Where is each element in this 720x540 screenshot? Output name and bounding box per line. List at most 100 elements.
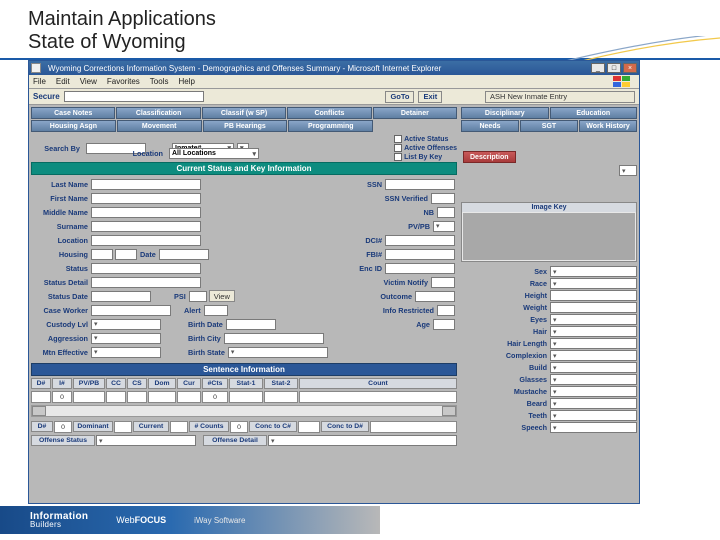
right-pane: Disciplinary Education Needs SGT Work Hi… [459, 105, 639, 503]
tab-sgt[interactable]: SGT [520, 120, 578, 132]
outcome-input[interactable] [415, 291, 455, 302]
menu-edit[interactable]: Edit [56, 77, 70, 86]
menu-favorites[interactable]: Favorites [107, 77, 140, 86]
tab-education[interactable]: Education [550, 107, 638, 119]
grid1-data-row[interactable]: 00 [31, 391, 457, 403]
view-button[interactable]: View [209, 290, 235, 302]
beard-select[interactable]: ▾ [550, 398, 637, 409]
brand-information-builders: InformationBuilders [30, 511, 88, 529]
chk-active-status[interactable] [394, 135, 402, 143]
counts-cell[interactable]: 0 [230, 421, 248, 433]
titlebar: Wyoming Corrections Information System -… [29, 61, 639, 75]
band-current-status: Current Status and Key Information [31, 162, 457, 175]
weight-input[interactable] [550, 302, 637, 313]
location-label: Location [122, 149, 166, 158]
psi-input[interactable] [189, 291, 207, 302]
tab-pb-hearings[interactable]: PB Hearings [203, 120, 288, 132]
mtn-select[interactable]: ▾ [91, 347, 161, 358]
goto-button[interactable]: GoTo [385, 91, 414, 103]
maximize-button[interactable]: □ [607, 63, 621, 73]
window-title: Wyoming Corrections Information System -… [44, 64, 589, 73]
offense-status-select[interactable]: ▾ [96, 435, 196, 446]
birthdate-input[interactable] [226, 319, 276, 330]
windows-flag-icon [613, 76, 631, 88]
menu-tools[interactable]: Tools [150, 77, 169, 86]
offense-detail-select[interactable]: ▾ [268, 435, 457, 446]
chk-list-by-key[interactable] [394, 153, 402, 161]
chk-active-offenses[interactable] [394, 144, 402, 152]
ssn-input[interactable] [385, 179, 455, 190]
mustache-select[interactable]: ▾ [550, 386, 637, 397]
pvpb-select[interactable]: ▾ [433, 221, 455, 232]
middle-name-input[interactable] [91, 207, 201, 218]
encid-input[interactable] [385, 263, 455, 274]
dominant-cell[interactable] [114, 421, 132, 433]
exit-button[interactable]: Exit [418, 91, 442, 103]
race-select[interactable]: ▾ [550, 278, 637, 289]
tab-detainer[interactable]: Detainer [373, 107, 457, 119]
ssn-verified-input[interactable] [431, 193, 455, 204]
status-date-input[interactable] [91, 291, 151, 302]
hairlength-select[interactable]: ▾ [550, 338, 637, 349]
tab-conflicts[interactable]: Conflicts [287, 107, 371, 119]
conc-d-cell[interactable] [370, 421, 457, 433]
height-input[interactable] [550, 290, 637, 301]
footer-brand-band: InformationBuilders WebFOCUS iWay Softwa… [0, 506, 380, 534]
location-select[interactable]: All Locations▾ [169, 148, 259, 159]
fbi-input[interactable] [385, 249, 455, 260]
sex-select[interactable]: ▾ [550, 266, 637, 277]
first-name-input[interactable] [91, 193, 201, 204]
eyes-select[interactable]: ▾ [550, 314, 637, 325]
info-restricted-input[interactable] [437, 305, 455, 316]
aggression-select[interactable]: ▾ [91, 333, 161, 344]
surname-input[interactable] [91, 221, 201, 232]
desc-dropdown[interactable]: ▾ [619, 165, 637, 176]
tab-case-notes[interactable]: Case Notes [31, 107, 115, 119]
nb-input[interactable] [437, 207, 455, 218]
age-input[interactable] [433, 319, 455, 330]
victim-input[interactable] [431, 277, 455, 288]
current-cell[interactable] [170, 421, 188, 433]
tab-classif-wsp[interactable]: Classif (w SP) [202, 107, 286, 119]
close-button[interactable]: × [623, 63, 637, 73]
birthcity-input[interactable] [224, 333, 324, 344]
complexion-select[interactable]: ▾ [550, 350, 637, 361]
hair-select[interactable]: ▾ [550, 326, 637, 337]
birthstate-select[interactable]: ▾ [228, 347, 328, 358]
housing-input-2[interactable] [115, 249, 137, 260]
tab-disciplinary[interactable]: Disciplinary [461, 107, 549, 119]
conc-c-cell[interactable] [298, 421, 320, 433]
status-detail-input[interactable] [91, 277, 201, 288]
build-select[interactable]: ▾ [550, 362, 637, 373]
tab-programming[interactable]: Programming [288, 120, 373, 132]
photo-body [463, 213, 635, 260]
grid1-hscroll[interactable] [31, 405, 457, 417]
alert-input[interactable] [204, 305, 228, 316]
status-input[interactable] [91, 263, 201, 274]
last-name-input[interactable] [91, 179, 201, 190]
menu-view[interactable]: View [80, 77, 97, 86]
housing-input-1[interactable] [91, 249, 113, 260]
minimize-button[interactable]: _ [591, 63, 605, 73]
right-status-field: ASH New Inmate Entry [485, 91, 635, 103]
location-input[interactable] [91, 235, 201, 246]
tab-work-history[interactable]: Work History [579, 120, 637, 132]
grid2-row: D#0 Dominant Current # Counts0 Conc to C… [31, 421, 457, 433]
tab-housing-asgn[interactable]: Housing Asgn [31, 120, 116, 132]
dci-input[interactable] [385, 235, 455, 246]
d-num-cell[interactable]: 0 [54, 421, 72, 433]
tab-description[interactable]: Description [463, 151, 516, 163]
tab-classification[interactable]: Classification [116, 107, 200, 119]
teeth-select[interactable]: ▾ [550, 410, 637, 421]
band-sentence: Sentence Information [31, 363, 457, 376]
menu-help[interactable]: Help [178, 77, 194, 86]
search-by-label: Search By [31, 144, 83, 153]
tab-movement[interactable]: Movement [117, 120, 202, 132]
caseworker-input[interactable] [91, 305, 171, 316]
housing-date-input[interactable] [159, 249, 209, 260]
menu-file[interactable]: File [33, 77, 46, 86]
speech-select[interactable]: ▾ [550, 422, 637, 433]
custody-select[interactable]: ▾ [91, 319, 161, 330]
glasses-select[interactable]: ▾ [550, 374, 637, 385]
tab-needs[interactable]: Needs [461, 120, 519, 132]
